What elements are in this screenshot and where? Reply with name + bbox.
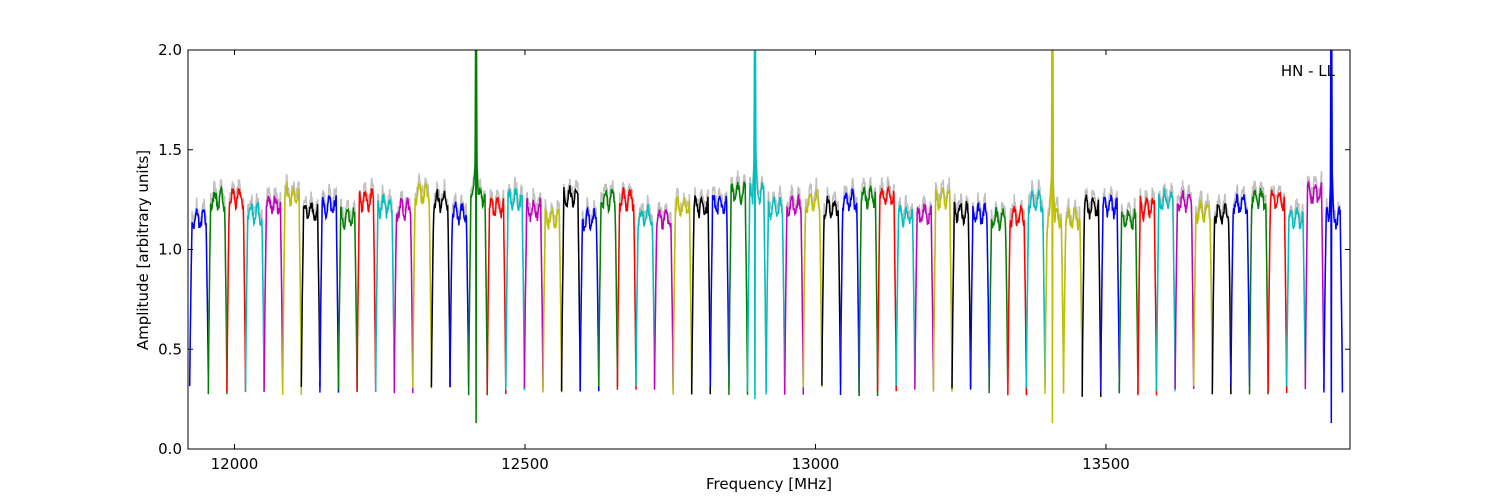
y-axis-label: Amplitude [arbitrary units] (134, 150, 152, 350)
channel-trace (690, 195, 712, 395)
background-trace (728, 170, 749, 391)
channel-trace (1211, 203, 1232, 395)
x-axis-label: Frequency [MHz] (706, 475, 832, 493)
background-trace (635, 194, 656, 384)
channel-trace (1007, 205, 1028, 396)
channel-trace (560, 185, 581, 392)
background-trace (319, 183, 340, 388)
channel-trace (319, 195, 340, 393)
background-trace (988, 201, 1009, 392)
channel-trace (783, 193, 805, 395)
channel-trace (449, 201, 470, 388)
background-trace (412, 173, 433, 386)
channel-trace (542, 206, 563, 393)
channel-trace (356, 188, 377, 393)
background-trace (821, 186, 842, 381)
channel-trace (1174, 190, 1195, 390)
x-tick-label: 12000 (211, 455, 259, 473)
channel-trace (207, 185, 228, 395)
channel-trace (1285, 207, 1307, 387)
background-trace (1174, 180, 1195, 383)
channel-trace (728, 181, 749, 395)
background-trace (1118, 197, 1139, 389)
tick-layer: 12000 12500 13000 13500 0.0 0.5 1.0 1.5 2.0 (158, 41, 1350, 473)
background-trace (1155, 182, 1176, 390)
background-trace (579, 196, 600, 390)
channel-trace (1081, 194, 1102, 397)
channel-trace (969, 201, 990, 390)
channel-trace (1230, 193, 1251, 387)
channel-trace (486, 196, 507, 395)
x-tick-label: 13000 (792, 455, 840, 473)
background-trace (932, 177, 953, 390)
channel-trace (709, 195, 730, 387)
channel-trace (244, 201, 265, 392)
channel-trace (1100, 194, 1121, 393)
channel-trace (765, 196, 786, 395)
channel-trace (412, 181, 433, 389)
background-trace (1211, 193, 1232, 393)
channel-trace (951, 200, 972, 389)
channel-trace (1248, 188, 1269, 395)
background-trace (914, 195, 935, 386)
y-tick-label: 0.5 (158, 340, 182, 358)
channel-trace (1304, 180, 1325, 390)
channel-trace (1267, 189, 1288, 394)
series-layer (188, 50, 1344, 424)
background-trace (300, 191, 321, 387)
channel-trace (1323, 50, 1344, 424)
channel-trace (635, 204, 656, 386)
background-trace (1100, 186, 1121, 390)
channel-trace (895, 204, 916, 386)
channel-trace (616, 187, 637, 390)
channel-trace (263, 195, 284, 392)
channel-trace (672, 196, 693, 395)
channel-trace (374, 193, 396, 392)
channel-trace (598, 188, 619, 387)
channel-trace (1155, 188, 1176, 392)
y-tick-label: 1.0 (158, 241, 182, 259)
channel-trace (467, 50, 488, 424)
channel-trace (914, 203, 935, 390)
background-trace (542, 199, 563, 392)
channel-trace (300, 202, 321, 387)
channel-trace (337, 206, 358, 391)
channel-trace (1025, 188, 1046, 388)
channel-trace (1137, 195, 1158, 396)
channel-trace (523, 197, 544, 389)
background-trace (505, 176, 526, 391)
channel-trace (821, 195, 842, 386)
channel-trace (802, 189, 823, 388)
channel-trace (505, 187, 526, 391)
channel-trace (281, 181, 303, 395)
channel-trace (988, 206, 1009, 394)
annotation-label: HN - LL (1281, 62, 1336, 80)
channel-trace (876, 185, 897, 392)
channel-trace (430, 188, 451, 388)
channel-trace (1062, 207, 1083, 386)
channel-trace (1044, 50, 1065, 424)
channel-trace (393, 197, 414, 394)
x-tick-label: 12500 (501, 455, 549, 473)
channel-trace (932, 187, 953, 392)
y-tick-label: 2.0 (158, 41, 182, 59)
channel-trace (579, 205, 600, 392)
channel-trace (1118, 208, 1139, 394)
background-trace (858, 176, 879, 396)
channel-trace (858, 185, 879, 397)
x-tick-label: 13500 (1082, 455, 1130, 473)
channel-trace (839, 188, 860, 396)
channel-trace (746, 50, 767, 400)
channel-trace (226, 187, 247, 393)
channel-trace (653, 209, 674, 390)
background-trace (690, 187, 712, 388)
y-tick-label: 0.0 (158, 440, 182, 458)
background-trace (430, 179, 451, 386)
y-tick-label: 1.5 (158, 141, 182, 159)
channel-trace (188, 208, 210, 387)
channel-trace (1192, 199, 1214, 387)
